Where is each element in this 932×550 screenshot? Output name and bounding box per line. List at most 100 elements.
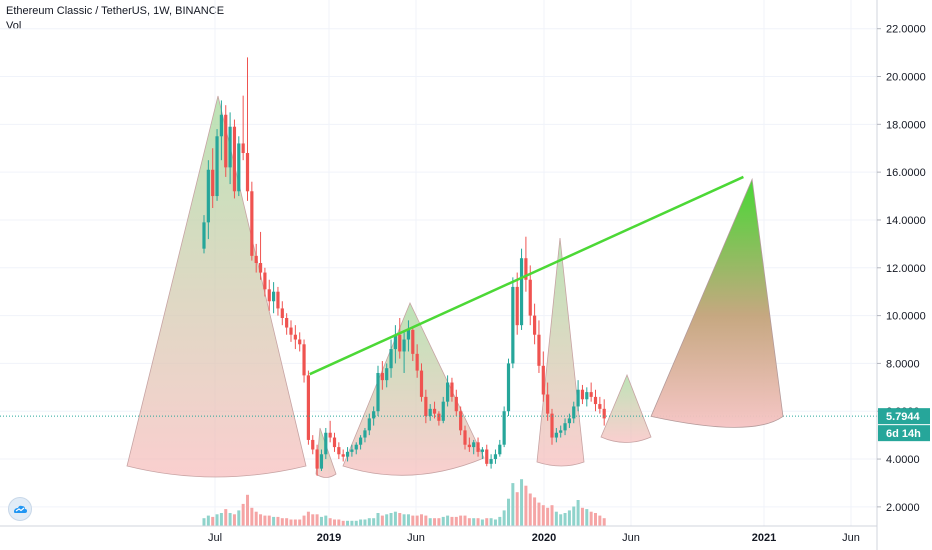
volume-bar-90 — [594, 513, 597, 526]
candle-body-61 — [467, 444, 471, 448]
candle-60 — [463, 425, 467, 450]
candle-47 — [406, 320, 411, 352]
candle-86 — [576, 380, 580, 412]
volume-bar-28 — [324, 515, 328, 526]
volume-bar-64 — [480, 519, 484, 526]
candle-body-37 — [363, 430, 367, 438]
candle-1 — [206, 160, 210, 240]
volume-bar-13 — [259, 514, 263, 526]
candle-body-88 — [585, 392, 589, 400]
candle-32 — [341, 449, 345, 462]
candle-body-48 — [411, 329, 415, 354]
volume-bar-74 — [524, 485, 528, 526]
candle-body-33 — [345, 451, 350, 457]
candle-body-81 — [554, 432, 558, 438]
candle-69 — [502, 406, 506, 448]
candle-body-21 — [293, 334, 297, 340]
volume-bar-51 — [424, 515, 428, 526]
candle-body-43 — [389, 349, 393, 369]
candle-body-5 — [224, 114, 228, 168]
volume-bar-18 — [280, 518, 284, 526]
volume-bar-9 — [241, 503, 245, 526]
candle-body-62 — [472, 442, 476, 448]
volume-bar-77 — [537, 502, 541, 526]
candle-body-74 — [524, 258, 528, 280]
volume-bar-84 — [567, 510, 571, 526]
candle-body-70 — [506, 363, 511, 412]
cloud-icon — [14, 505, 27, 513]
candle-19 — [285, 313, 289, 335]
volume-bar-46 — [402, 514, 406, 526]
candle-body-58 — [454, 396, 458, 412]
volume-bar-14 — [263, 515, 267, 526]
candle-body-41 — [380, 372, 384, 381]
volume-bar-82 — [559, 514, 563, 526]
candle-body-52 — [428, 408, 432, 417]
candle-body-79 — [546, 394, 550, 414]
candle-77 — [537, 320, 541, 373]
candle-body-7 — [232, 126, 237, 192]
volume-bar-15 — [267, 515, 271, 526]
volume-bar-31 — [337, 519, 341, 526]
candle-56 — [446, 375, 450, 407]
candle-30 — [332, 432, 337, 452]
volume-bar-47 — [406, 514, 410, 526]
candle-body-77 — [537, 334, 541, 366]
volume-bar-1 — [206, 515, 210, 526]
candle-76 — [533, 303, 537, 345]
candle-body-57 — [450, 382, 454, 397]
candle-21 — [293, 325, 297, 350]
volume-bar-73 — [520, 479, 524, 526]
candle-body-17 — [276, 291, 280, 309]
candle-35 — [354, 442, 358, 455]
volume-bar-66 — [489, 518, 493, 526]
candle-body-54 — [437, 413, 441, 421]
candle-body-36 — [359, 437, 363, 445]
candle-10 — [245, 57, 250, 201]
tradingview-logo[interactable] — [8, 497, 32, 521]
candle-84 — [567, 413, 571, 428]
candle-body-15 — [267, 289, 271, 302]
volume-bar-92 — [602, 518, 606, 526]
candle-88 — [585, 387, 589, 407]
candle-body-59 — [459, 411, 463, 431]
volume-bar-5 — [224, 509, 228, 526]
volume-bar-30 — [333, 519, 336, 526]
candle-22 — [298, 332, 302, 352]
candle-42 — [385, 363, 389, 388]
candle-91 — [598, 396, 602, 414]
candle-65 — [485, 444, 489, 467]
x-tick-label-0: Jul — [208, 532, 222, 544]
candle-41 — [380, 361, 384, 390]
candle-body-82 — [559, 430, 563, 433]
countdown-badge — [878, 425, 930, 442]
candle-body-73 — [519, 258, 524, 326]
volume-bar-42 — [385, 514, 389, 526]
candle-15 — [267, 279, 271, 311]
candle-body-83 — [563, 423, 567, 431]
candle-39 — [372, 406, 376, 426]
candle-body-56 — [446, 382, 450, 402]
candle-43 — [389, 339, 393, 378]
candle-body-31 — [337, 447, 341, 455]
volume-bar-34 — [350, 520, 354, 526]
candle-38 — [367, 413, 371, 436]
candle-body-18 — [280, 308, 284, 318]
candle-29 — [328, 420, 332, 443]
volume-bar-11 — [250, 507, 254, 526]
candle-8 — [237, 136, 241, 197]
candle-81 — [554, 427, 558, 443]
candle-body-34 — [350, 449, 354, 452]
y-tick-label-1: 20.0000 — [886, 72, 926, 84]
candle-53 — [432, 401, 437, 419]
volume-bar-63 — [476, 518, 480, 526]
y-tick-label-9: 4.0000 — [886, 454, 920, 466]
candle-body-4 — [219, 114, 223, 137]
volume-bar-3 — [215, 514, 219, 526]
candle-58 — [454, 389, 458, 417]
candle-body-60 — [463, 430, 467, 445]
volume-bar-62 — [472, 518, 476, 526]
candle-body-46 — [402, 339, 406, 352]
volume-bar-85 — [572, 506, 576, 526]
